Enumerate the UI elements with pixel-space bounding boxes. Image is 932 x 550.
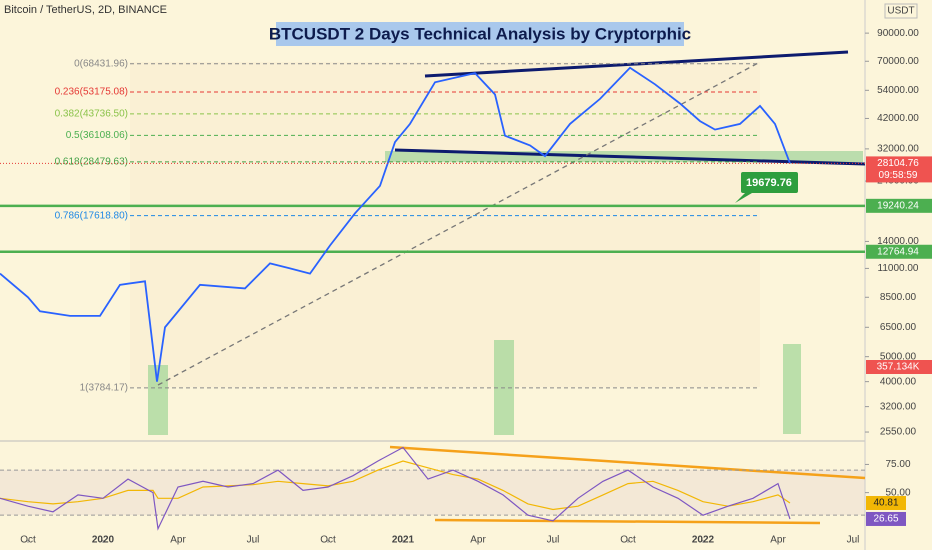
series-line [0,446,791,531]
rsi-badge [866,511,906,526]
y-tick-label: 11000.00 [878,263,919,274]
y-tick-label: 70000.00 [877,56,919,67]
volume-badge [866,360,932,374]
callout-label: 19679.76 [746,177,792,189]
x-tick-label: Apr [170,535,186,546]
series-line [0,460,791,511]
x-tick-label: Oct [620,535,636,546]
volume-highlight [783,344,801,434]
y-tick-label: 3200.00 [880,401,917,412]
volume-highlight [148,365,168,435]
x-tick-label: Jul [847,535,860,546]
last-price-label: 28104.76 [877,158,919,169]
x-tick-label: Jul [247,535,260,546]
y-tick-label: 50.00 [885,487,910,498]
rsi-trendline [434,518,821,525]
x-tick-label: 2020 [92,535,115,546]
x-tick-label: Oct [320,535,336,546]
support-badge [866,244,932,259]
y-tick-label: 75.00 [885,459,910,470]
y-tick-label: 4000.00 [880,376,917,387]
chart-title: BTCUSDT 2 Days Technical Analysis by Cry… [269,24,691,43]
support-label: 19240.24 [877,200,919,211]
fib-zone [130,62,760,387]
title-box [276,22,684,46]
fib-label: 0.382(43736.50) [55,109,128,120]
y-tick-label: 2550.00 [880,427,917,438]
fib-label: 0.786(17618.80) [55,210,128,221]
rsi-badge-label: 40.81 [873,498,898,509]
fib-label: 0(68431.96) [74,58,128,69]
fib-label: 0.618(28479.63) [55,157,128,168]
rsi-trendline [389,445,866,480]
x-tick-label: Apr [770,535,786,546]
y-tick-label: 14000.00 [877,236,919,247]
x-tick-label: 2021 [392,535,415,546]
y-tick-label: 32000.00 [877,144,919,155]
unit-box [884,3,918,19]
callout-pointer [735,193,752,203]
fib-label: 0.236(53175.08) [55,87,128,98]
y-tick-label: 5000.00 [880,351,917,362]
x-tick-label: Apr [470,535,486,546]
fib-label: 0.5(36108.06) [66,130,128,141]
series-line [0,66,791,382]
trendline [394,148,866,166]
fib-trend [157,61,761,386]
y-tick-label: 42000.00 [877,113,919,124]
fib-label: 1(3784.17) [80,382,128,393]
rsi-band [0,470,865,515]
y-tick-label: 90000.00 [877,28,919,39]
countdown: 09:58:59 [879,170,918,181]
y-tick-label: 6500.00 [880,322,917,333]
x-tick-label: Jul [547,535,560,546]
support-label: 12764.94 [877,246,919,257]
rsi-badge-label: 26.65 [873,514,898,525]
unit-label: USDT [887,6,914,17]
support-badge [866,198,932,213]
callout-box [741,172,798,193]
rsi-badge [866,495,906,510]
x-tick-label: 2022 [692,535,715,546]
y-tick-label: 54000.00 [877,85,919,96]
chart-subtitle: Bitcoin / TetherUS, 2D, BINANCE [4,4,167,16]
x-tick-label: Oct [20,535,36,546]
last-price-badge [866,156,932,183]
volume-label: 357.134K [877,362,920,373]
y-tick-label: 8500.00 [880,292,917,303]
